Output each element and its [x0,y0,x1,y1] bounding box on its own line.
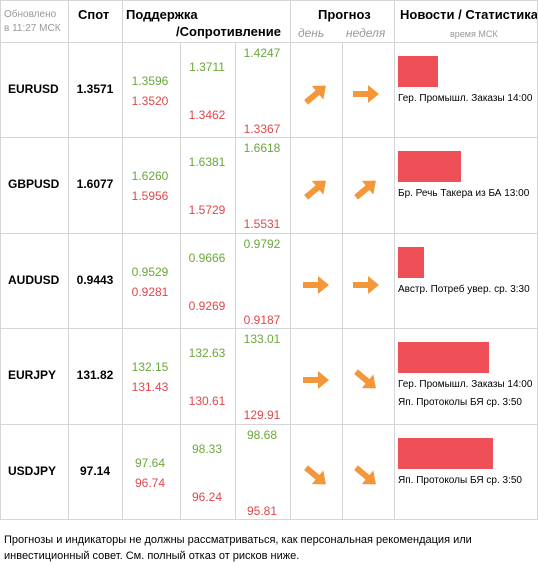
updated-label: Обновлено [4,9,57,20]
forecast-arrow [304,85,326,105]
support-level: 96.74 [134,476,166,490]
resistance-level: 1.3711 [189,60,225,74]
news-impact-bar [398,151,461,182]
news-header: Новости / Статистика [400,7,538,22]
resistance-level: 97.64 [134,456,166,470]
forecast-arrow [353,276,379,294]
forecast-arrow [354,180,376,200]
spot: 1.6077 [76,177,114,191]
column-line [122,0,123,519]
day-header: день [298,26,325,40]
support-header: Поддержка [126,7,198,22]
news-impact-bar [398,247,424,278]
pair: GBPUSD [8,177,60,191]
news-item: Бр. Речь Такера из БА 13:00 [398,188,530,199]
row-line [0,424,538,425]
resistance-level: 1.6381 [188,155,226,169]
resistance-level: 132.15 [131,360,169,374]
forecast-arrow [303,276,329,294]
spot: 0.9443 [76,273,114,287]
resistance-level: 133.01 [243,332,281,346]
support-level: 1.3367 [243,122,281,136]
arrow-shape [304,85,326,105]
updated-time: в 11:27 МСК [4,23,61,34]
disclaimer: Прогнозы и индикаторы не должны рассматр… [4,534,472,562]
arrow-shape [354,465,376,485]
arrow-shape [304,180,326,200]
table-border [0,0,1,519]
arrow-shape [304,465,326,485]
support-level: 0.9187 [243,313,281,327]
support-level: 129.91 [243,408,281,422]
pair: EURUSD [8,82,59,96]
row-line [0,137,538,138]
support-level: 1.5956 [131,189,169,203]
resistance-level: 0.9529 [131,265,169,279]
row-line [0,519,538,520]
support-level: 1.3520 [131,94,169,108]
news-item: Гер. Промышл. Заказы 14:00 [398,379,533,390]
column-line [290,0,291,519]
news-item: Яп. Протоколы БЯ ср. 3:50 [398,397,522,408]
resistance-level: 0.9792 [243,237,281,251]
support-level: 1.5729 [188,203,226,217]
resistance-level: 132.63 [188,346,226,360]
news-item: Гер. Промышл. Заказы 14:00 [398,93,533,104]
column-line [394,0,395,519]
forecast-arrow [353,85,379,103]
pair: EURJPY [8,368,57,382]
row-line [0,328,538,329]
row-line [0,42,538,43]
arrow-shape [353,276,379,294]
support-level: 1.3462 [188,108,226,122]
news-impact-bar [398,438,493,469]
support-level: 131.43 [131,380,169,394]
resistance-level: 1.6618 [243,141,281,155]
forecast-arrow [304,180,326,200]
resistance-header: /Сопротивление [176,24,281,39]
forecast-arrow [354,369,376,389]
news-impact-bar [398,342,489,373]
forecast-arrow [304,465,326,485]
pair: AUDUSD [8,273,60,287]
support-level: 0.9281 [131,285,169,299]
spot: 131.82 [76,368,114,382]
column-line [342,42,343,519]
support-level: 0.9269 [188,299,226,313]
table-border [0,0,537,1]
forecast-arrow [303,371,329,389]
column-line [180,42,181,519]
news-item: Яп. Протоколы БЯ ср. 3:50 [398,475,522,486]
row-line [0,233,538,234]
resistance-level: 98.33 [191,442,223,456]
column-line [68,0,69,519]
forecast-header: Прогноз [318,7,371,22]
arrow-shape [303,371,329,389]
column-line [235,42,236,519]
arrow-shape [303,276,329,294]
spot-header: Спот [78,7,110,22]
resistance-level: 1.6260 [131,169,169,183]
forecast-arrow [354,465,376,485]
news-impact-bar [398,56,438,87]
support-level: 130.61 [188,394,226,408]
resistance-level: 98.68 [246,428,278,442]
week-header: неделя [346,26,386,40]
news-time-header: время МСК [450,29,498,39]
arrow-shape [354,369,376,389]
support-level: 95.81 [246,504,278,518]
resistance-level: 1.3596 [131,74,169,88]
support-level: 1.5531 [243,217,281,231]
spot: 97.14 [79,464,111,478]
arrow-shape [354,180,376,200]
arrow-shape [353,85,379,103]
resistance-level: 1.4247 [243,46,281,60]
pair: USDJPY [8,464,57,478]
resistance-level: 0.9666 [188,251,226,265]
spot: 1.3571 [76,82,114,96]
support-level: 96.24 [191,490,223,504]
news-item: Австр. Потреб увер. ср. 3:30 [398,284,530,295]
